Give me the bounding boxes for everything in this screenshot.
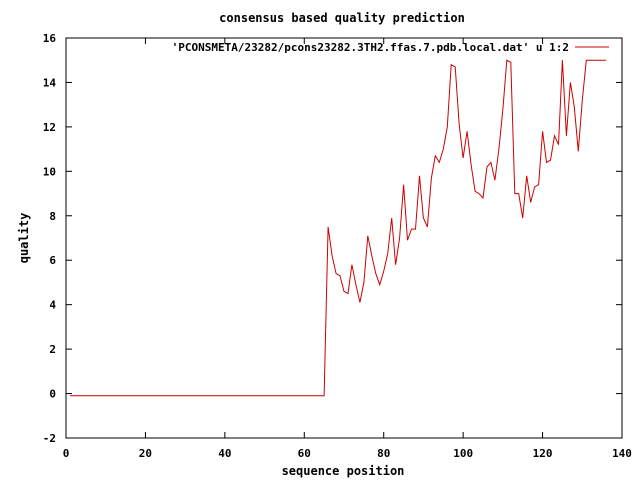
y-tick-label: 0 <box>49 388 56 401</box>
y-tick-label: 14 <box>43 76 57 89</box>
y-tick-label: 16 <box>43 32 57 45</box>
x-tick-label: 20 <box>139 447 152 460</box>
y-tick-label: 4 <box>49 299 56 312</box>
x-tick-label: 60 <box>298 447 311 460</box>
x-tick-label: 0 <box>63 447 70 460</box>
x-tick-label: 80 <box>377 447 390 460</box>
y-tick-label: 2 <box>49 343 56 356</box>
y-axis-label: quality <box>17 213 31 264</box>
legend-label: 'PCONSMETA/23282/pcons23282.3TH2.ffas.7.… <box>172 41 569 54</box>
x-tick-label: 100 <box>453 447 473 460</box>
y-tick-label: 12 <box>43 121 56 134</box>
y-axis: -2 0 2 4 6 8 10 12 14 16 <box>43 32 622 445</box>
y-tick-label: 6 <box>49 254 56 267</box>
chart-title: consensus based quality prediction <box>219 11 465 25</box>
x-axis: 0 20 40 60 80 100 120 140 <box>63 38 632 460</box>
y-tick-label: 8 <box>49 210 56 223</box>
x-tick-label: 120 <box>533 447 553 460</box>
plot-frame <box>65 37 623 439</box>
x-tick-label: 140 <box>612 447 632 460</box>
legend: 'PCONSMETA/23282/pcons23282.3TH2.ffas.7.… <box>172 41 609 54</box>
x-axis-label: sequence position <box>282 464 405 478</box>
series-layer <box>70 59 607 397</box>
y-tick-label: -2 <box>43 432 56 445</box>
y-tick-label: 10 <box>43 165 56 178</box>
series-line-0 <box>70 59 607 397</box>
x-tick-label: 40 <box>218 447 231 460</box>
